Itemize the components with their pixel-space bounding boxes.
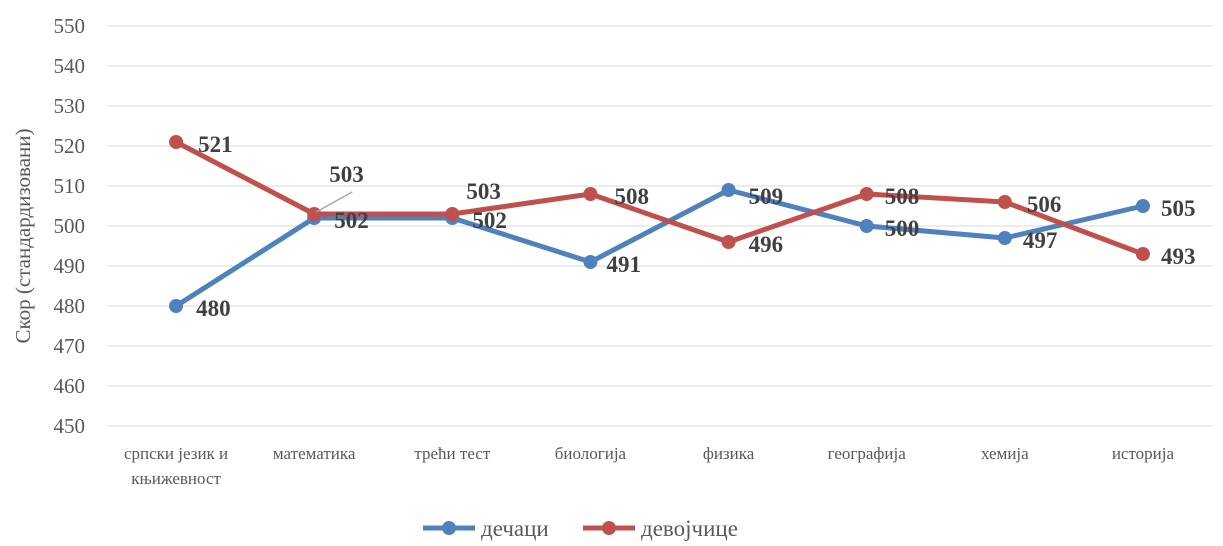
data-label: 496 xyxy=(749,232,784,257)
legend-label: дечаци xyxy=(481,516,549,541)
label-leader-lines xyxy=(315,191,353,213)
legend-marker xyxy=(442,521,456,535)
data-point xyxy=(445,207,460,221)
data-label: 497 xyxy=(1023,228,1058,253)
legend-label: девојчице xyxy=(641,516,738,541)
data-label: 508 xyxy=(885,184,920,209)
y-tick-label: 530 xyxy=(54,94,86,118)
data-point xyxy=(1135,247,1150,261)
data-label: 500 xyxy=(885,216,920,241)
leader-line xyxy=(315,191,353,213)
y-axis-title: Скор (стандардизовани) xyxy=(11,129,35,344)
x-category-label: физика xyxy=(703,444,755,463)
data-label: 503 xyxy=(466,179,501,204)
series-line xyxy=(173,187,1146,309)
y-tick-label: 510 xyxy=(54,174,86,198)
y-tick-label: 550 xyxy=(54,14,86,38)
legend: дечаци девојчице xyxy=(423,516,738,541)
data-label: 508 xyxy=(614,184,649,209)
data-point xyxy=(1135,199,1150,213)
data-point xyxy=(997,231,1012,245)
data-label: 506 xyxy=(1027,192,1062,217)
data-point xyxy=(583,255,598,269)
x-category-label: трећи тест xyxy=(414,444,490,463)
data-label: 509 xyxy=(749,184,784,209)
x-axis-categories: српски језик и књижевност математика трећи … xyxy=(124,444,1175,488)
data-point xyxy=(859,219,874,233)
data-label: 480 xyxy=(196,296,231,321)
data-label: 493 xyxy=(1161,244,1196,269)
x-category-label: историја xyxy=(1112,444,1175,463)
data-point xyxy=(721,235,736,249)
x-category-label: географија xyxy=(828,444,907,463)
data-point xyxy=(721,183,736,197)
x-category-label: математика xyxy=(273,444,356,463)
x-category-label: хемија xyxy=(981,444,1029,463)
data-point xyxy=(583,187,598,201)
series-lines xyxy=(169,135,1150,313)
data-labels: 480 502 502 491 509 500 497 505 521 503 503 508 496 5… xyxy=(196,132,1195,321)
x-category-label: књижевност xyxy=(131,469,221,488)
data-point xyxy=(307,207,322,221)
data-point xyxy=(169,135,184,149)
data-label: 502 xyxy=(472,208,507,233)
y-axis-ticks: 450 460 470 480 490 500 510 520 530 540 550 xyxy=(54,14,86,438)
legend-item: девојчице xyxy=(583,516,738,541)
x-category-label: српски језик и xyxy=(124,444,228,463)
series-line xyxy=(173,139,1146,257)
x-category-label: биологија xyxy=(555,444,627,463)
y-tick-label: 540 xyxy=(54,54,86,78)
y-tick-label: 470 xyxy=(54,334,86,358)
data-label: 503 xyxy=(329,162,364,187)
y-tick-label: 450 xyxy=(54,414,86,438)
y-tick-label: 500 xyxy=(54,214,86,238)
y-tick-label: 460 xyxy=(54,374,86,398)
data-label: 491 xyxy=(606,252,641,277)
data-point xyxy=(997,195,1012,209)
y-tick-label: 480 xyxy=(54,294,86,318)
data-label: 505 xyxy=(1161,196,1196,221)
legend-item: дечаци xyxy=(423,516,549,541)
data-point xyxy=(859,187,874,201)
data-label: 521 xyxy=(198,132,233,157)
y-tick-label: 490 xyxy=(54,254,86,278)
data-label: 502 xyxy=(334,208,369,233)
data-point xyxy=(169,299,184,313)
y-tick-label: 520 xyxy=(54,134,86,158)
legend-marker xyxy=(602,521,616,535)
